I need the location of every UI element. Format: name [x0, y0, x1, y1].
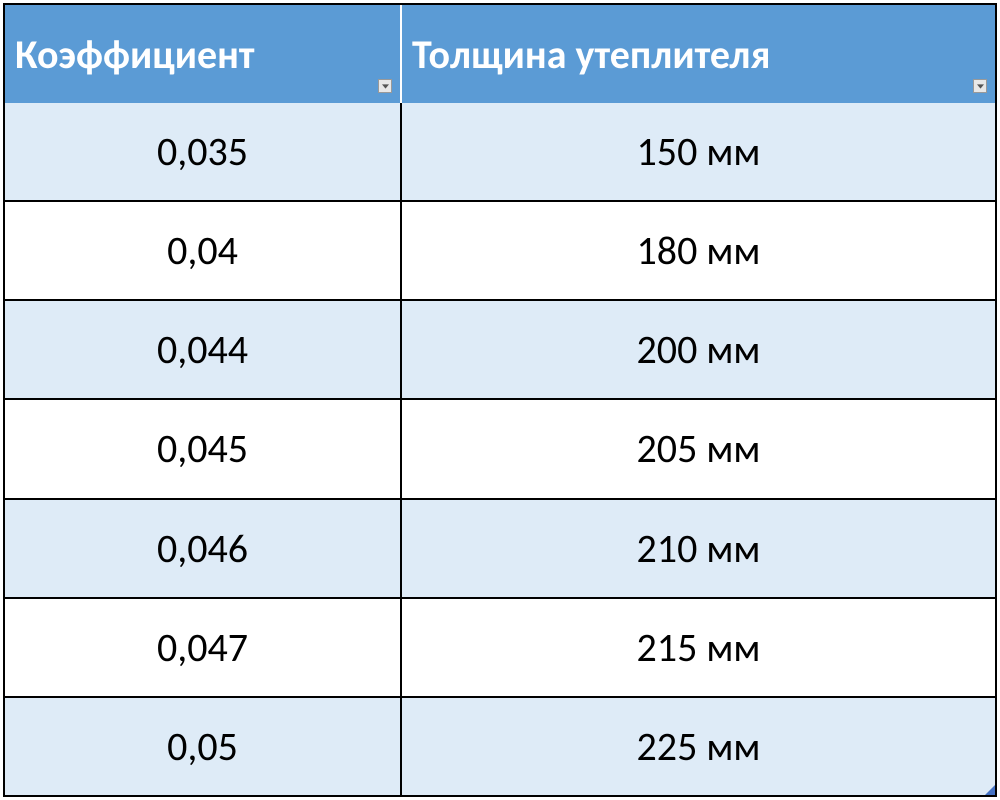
page-wrapper: Коэффициент Толщина утеплителя: [3, 3, 997, 797]
header-label: Толщина утеплителя: [412, 30, 770, 79]
table-row: 0,045 205 мм: [5, 399, 995, 498]
table-row: 0,044 200 мм: [5, 300, 995, 399]
table-row: 0,046 210 мм: [5, 499, 995, 598]
table-row: 0,047 215 мм: [5, 598, 995, 697]
table-body: 0,035 150 мм 0,04 180 мм 0,044 200 мм 0,…: [5, 103, 995, 795]
cell-coefficient: 0,035: [5, 103, 401, 201]
cell-thickness: 150 мм: [401, 103, 995, 201]
cell-coefficient: 0,047: [5, 598, 401, 697]
cell-coefficient: 0,046: [5, 499, 401, 598]
cell-thickness: 180 мм: [401, 201, 995, 300]
column-header-thickness[interactable]: Толщина утеплителя: [401, 5, 995, 103]
cell-thickness: 210 мм: [401, 499, 995, 598]
table-row: 0,05 225 мм: [5, 697, 995, 795]
column-header-coefficient[interactable]: Коэффициент: [5, 5, 401, 103]
header-label: Коэффициент: [15, 30, 255, 79]
filter-dropdown-icon[interactable]: [973, 79, 987, 93]
cell-thickness: 200 мм: [401, 300, 995, 399]
cell-thickness: 215 мм: [401, 598, 995, 697]
cell-thickness: 205 мм: [401, 399, 995, 498]
cell-coefficient: 0,04: [5, 201, 401, 300]
table-row: 0,035 150 мм: [5, 103, 995, 201]
cell-thickness: 225 мм: [401, 697, 995, 795]
table-row: 0,04 180 мм: [5, 201, 995, 300]
resize-handle-icon[interactable]: [985, 785, 995, 795]
header-row: Коэффициент Толщина утеплителя: [5, 5, 995, 103]
cell-coefficient: 0,044: [5, 300, 401, 399]
cell-coefficient: 0,05: [5, 697, 401, 795]
insulation-table: Коэффициент Толщина утеплителя: [5, 5, 995, 795]
filter-dropdown-icon[interactable]: [378, 79, 392, 93]
cell-coefficient: 0,045: [5, 399, 401, 498]
data-table-container: Коэффициент Толщина утеплителя: [3, 3, 997, 797]
